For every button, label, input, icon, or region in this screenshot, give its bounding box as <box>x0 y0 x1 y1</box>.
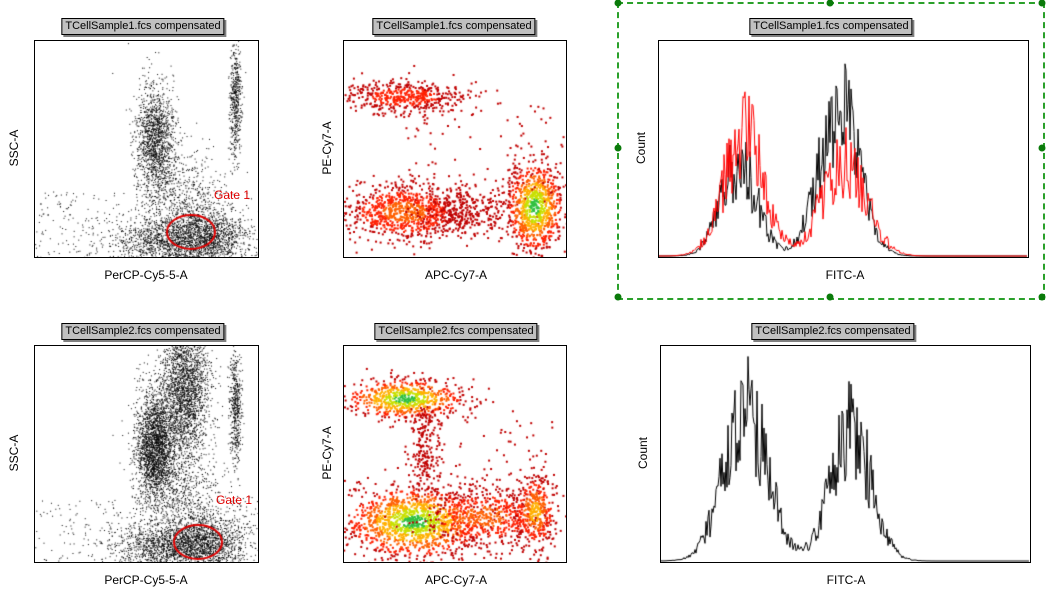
resize-handle[interactable] <box>614 144 622 152</box>
plot-title: TCellSample1.fcs compensated <box>61 18 225 35</box>
y-axis-label[interactable]: SSC-A <box>7 434 21 472</box>
y-axis-label[interactable]: Count <box>634 131 648 165</box>
y-axis-label[interactable]: Count <box>636 436 650 470</box>
resize-handle[interactable] <box>1038 144 1046 152</box>
resize-handle[interactable] <box>1038 0 1046 7</box>
density-plot[interactable] <box>343 40 567 258</box>
plot-title: TCellSample2.fcs compensated <box>61 323 225 340</box>
dot-plot[interactable] <box>34 40 259 258</box>
y-axis-label[interactable]: PE-Cy7-A <box>320 121 334 175</box>
x-axis-label[interactable]: PerCP-Cy5-5-A <box>104 573 188 587</box>
gate-label[interactable]: Gate 1 <box>216 493 253 507</box>
x-axis-label[interactable]: FITC-A <box>825 268 865 282</box>
plot-title: TCellSample1.fcs compensated <box>372 18 536 35</box>
plot-title: TCellSample2.fcs compensated <box>374 323 538 340</box>
dot-plot[interactable] <box>34 345 259 563</box>
x-axis-label[interactable]: APC-Cy7-A <box>424 268 488 282</box>
resize-handle[interactable] <box>614 293 622 301</box>
plot-title: TCellSample1.fcs compensated <box>749 18 913 35</box>
plot-title: TCellSample2.fcs compensated <box>751 323 915 340</box>
resize-handle[interactable] <box>826 293 834 301</box>
y-axis-label[interactable]: SSC-A <box>7 129 21 167</box>
x-axis-label[interactable]: PerCP-Cy5-5-A <box>104 268 188 282</box>
resize-handle[interactable] <box>826 0 834 7</box>
histogram-plot[interactable] <box>658 40 1029 258</box>
x-axis-label[interactable]: FITC-A <box>826 573 866 587</box>
x-axis-label[interactable]: APC-Cy7-A <box>424 573 488 587</box>
resize-handle[interactable] <box>614 0 622 7</box>
density-plot[interactable] <box>343 345 567 563</box>
y-axis-label[interactable]: PE-Cy7-A <box>320 426 334 480</box>
resize-handle[interactable] <box>1038 293 1046 301</box>
histogram-plot[interactable] <box>660 345 1031 563</box>
gate-label[interactable]: Gate 1 <box>214 188 251 202</box>
